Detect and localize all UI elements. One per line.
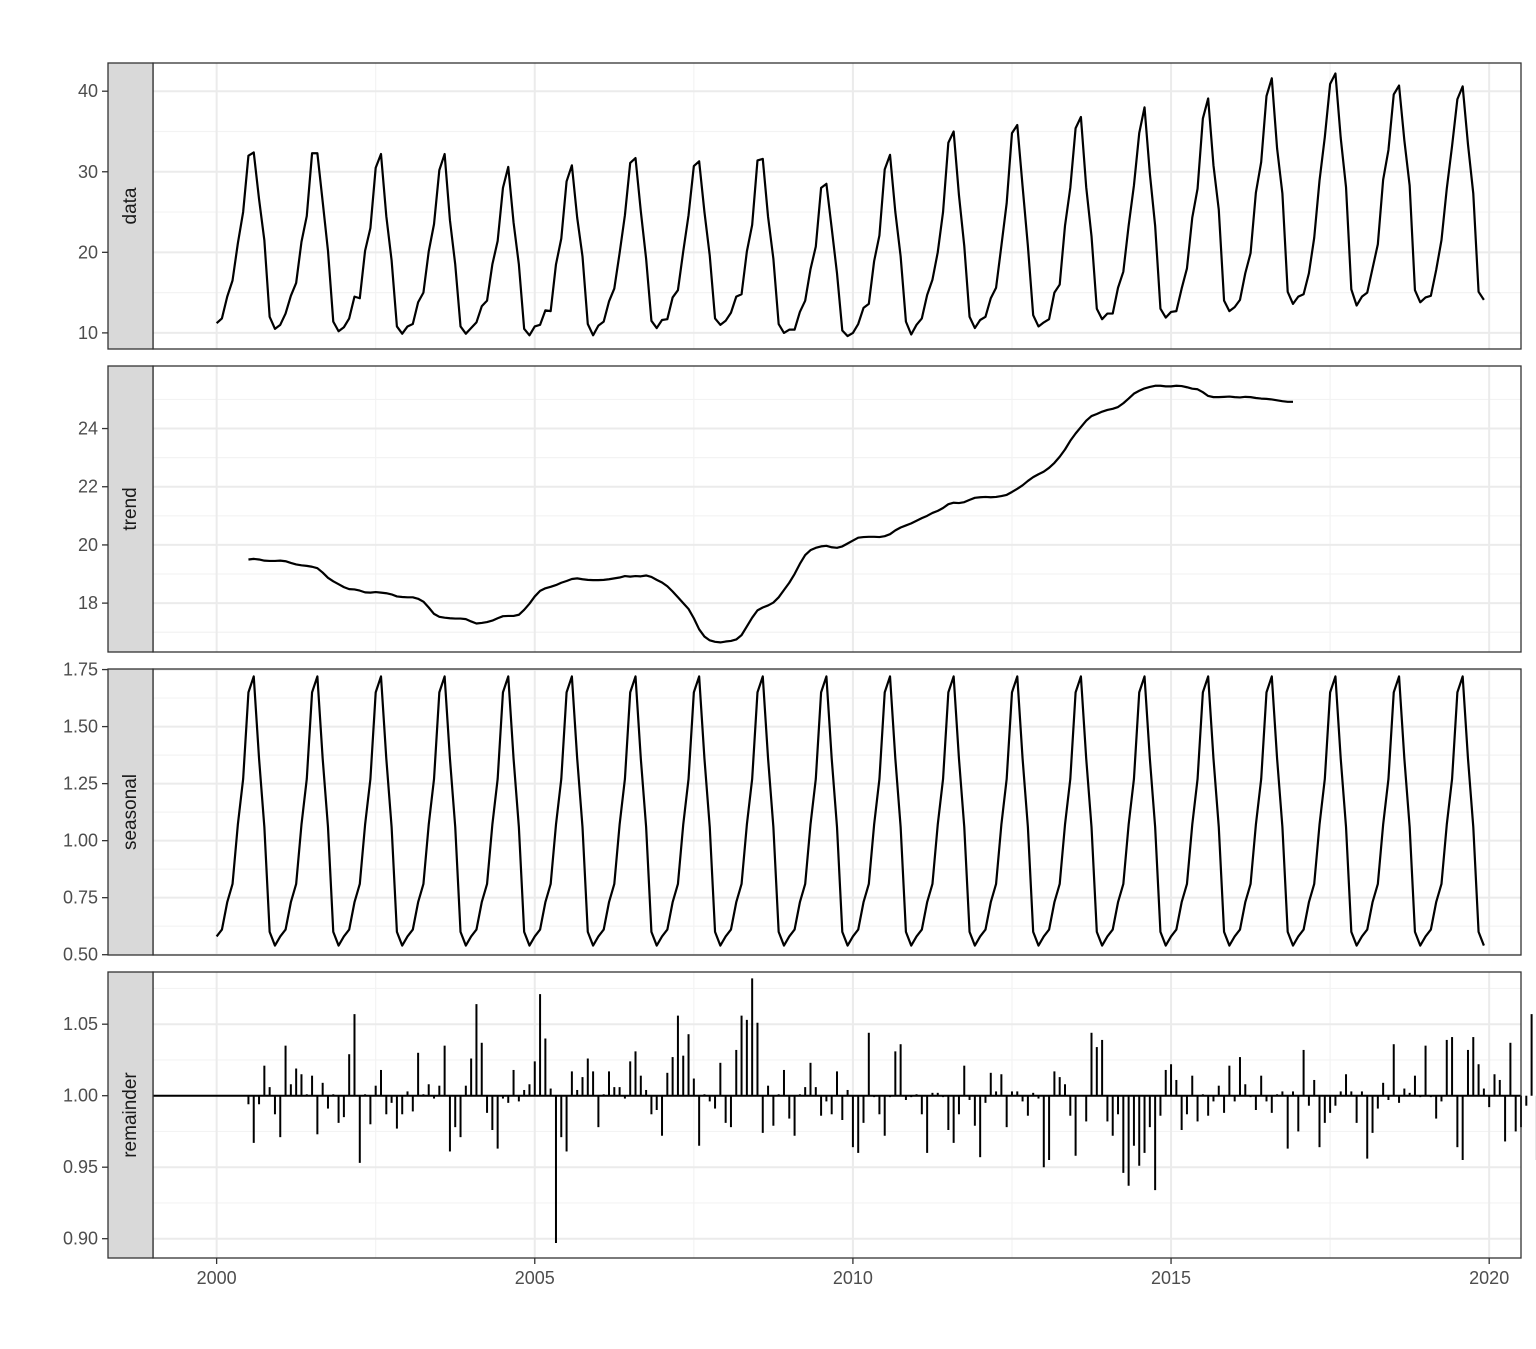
panel-background	[153, 366, 1521, 652]
y-tick-label: 1.00	[63, 1086, 98, 1106]
panel-trend: trend 18 20 22 24	[78, 366, 1521, 652]
facet-strip-label: trend	[120, 487, 141, 530]
panel-background	[153, 63, 1521, 349]
y-tick-label: 24	[78, 419, 98, 439]
y-tick-label: 20	[78, 242, 98, 262]
y-tick-label: 18	[78, 593, 98, 613]
facet-strip-label: data	[120, 187, 141, 224]
panel-seasonal: seasonal 0.50 0.75 1.00 1.25 1.50 1.75	[63, 660, 1521, 965]
x-tick-label: 2000	[197, 1268, 237, 1288]
panel-data: data 10 20 30 40	[78, 63, 1521, 349]
facet-strip-label: remainder	[120, 1072, 141, 1158]
y-tick-label: 0.95	[63, 1157, 98, 1177]
y-tick-label: 1.25	[63, 774, 98, 794]
x-tick-label: 2010	[833, 1268, 873, 1288]
x-tick-label: 2015	[1151, 1268, 1191, 1288]
y-tick-label: 1.75	[63, 660, 98, 680]
x-tick-label: 2020	[1469, 1268, 1509, 1288]
y-tick-label: 1.50	[63, 717, 98, 737]
y-tick-label: 0.50	[63, 945, 98, 965]
y-tick-label: 1.05	[63, 1014, 98, 1034]
y-tick-label: 22	[78, 477, 98, 497]
panel-remainder: remainder 0.90 0.95 1.00 1.05	[63, 972, 1536, 1258]
x-tick-label: 2005	[515, 1268, 555, 1288]
y-tick-label: 40	[78, 81, 98, 101]
y-tick-label: 0.90	[63, 1229, 98, 1249]
y-tick-label: 1.00	[63, 831, 98, 851]
y-tick-label: 20	[78, 535, 98, 555]
panel-background	[153, 972, 1521, 1258]
y-tick-label: 10	[78, 323, 98, 343]
y-tick-label: 30	[78, 162, 98, 182]
y-tick-label: 0.75	[63, 888, 98, 908]
facet-strip-label: seasonal	[120, 774, 141, 850]
